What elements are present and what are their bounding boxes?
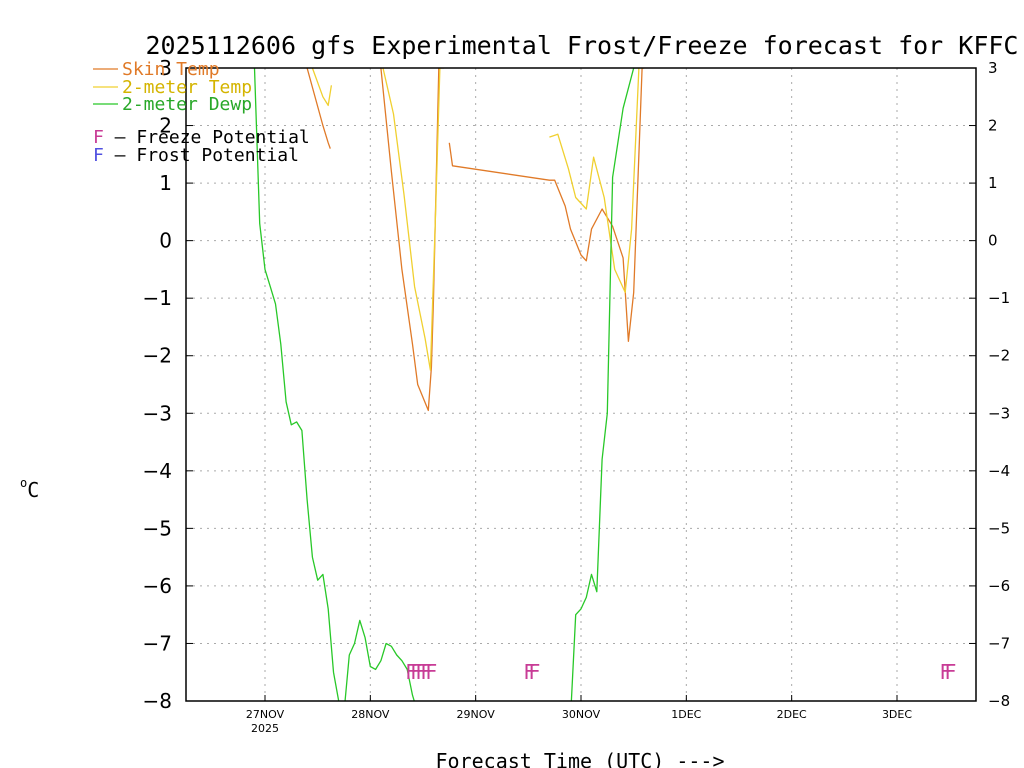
freeze-flags: FFFFF FF FF	[405, 660, 955, 684]
series-line-skin-temp	[307, 68, 330, 149]
y-tick-label-right: −7	[988, 634, 1010, 652]
y-tick-label: 0	[159, 229, 172, 253]
y-tick-label: −2	[143, 344, 172, 368]
y-axis-label-unit: C	[27, 478, 39, 502]
series-line-skin-temp	[449, 68, 644, 341]
series-lines	[255, 68, 645, 718]
y-tick-label-right: −1	[988, 289, 1010, 307]
y-tick-label: 1	[159, 171, 172, 195]
y-tick-label: −6	[143, 574, 172, 598]
y-tick-label-right: −5	[988, 519, 1010, 537]
y-tick-label-right: −6	[988, 577, 1010, 595]
legend: Skin Temp 2-meter Temp 2-meter Dewp F – …	[93, 59, 310, 166]
freeze-flag-group: FF	[523, 660, 539, 684]
y-tick-label: −5	[143, 516, 172, 540]
y-tick-label-right: −8	[988, 692, 1010, 710]
frost-freeze-chart: 2025112606 gfs Experimental Frost/Freeze…	[0, 0, 1024, 768]
x-tick-label: 1DEC	[671, 708, 701, 721]
x-tick-label: 3DEC	[882, 708, 912, 721]
y-tick-label: −1	[143, 286, 172, 310]
y-tick-label-right: 2	[988, 117, 998, 135]
x-tick-label: 29NOV	[457, 708, 496, 721]
series-line-2-meter-dewp	[571, 68, 639, 718]
freeze-flag-group: FFFFF	[405, 660, 436, 684]
x-tick-label: 30NOV	[562, 708, 601, 721]
y-tick-label: −7	[143, 631, 172, 655]
y-tick-label-right: −4	[988, 462, 1010, 480]
y-tick-label: −4	[143, 459, 172, 483]
y-tick-label: −3	[143, 401, 172, 425]
x-tick-label: 27NOV	[246, 708, 285, 721]
freeze-flag-group: FF	[939, 660, 955, 684]
y-tick-label-right: 3	[988, 59, 998, 77]
legend-frost-text: – Frost Potential	[104, 145, 299, 166]
series-line-2-meter-temp	[383, 68, 440, 370]
legend-frost: F – Frost Potential	[93, 145, 299, 166]
x-tick-labels: 27NOV 28NOV 29NOV 30NOV 1DEC 2DEC 3DEC	[246, 708, 912, 721]
y-tick-label: −8	[143, 689, 172, 713]
y-tick-label-right: −2	[988, 347, 1010, 365]
grid-lines	[186, 68, 976, 701]
y-tick-label-right: 1	[988, 174, 998, 192]
legend-frost-letter: F	[93, 145, 104, 166]
y-axis-label: oC	[20, 476, 39, 502]
y-tick-label-right: −3	[988, 404, 1010, 422]
legend-label-2m-dewp: 2-meter Dewp	[122, 94, 252, 115]
x-tick-label: 28NOV	[351, 708, 390, 721]
y-axis-label-degree: o	[20, 476, 27, 490]
x-axis-label: Forecast Time (UTC) --->	[436, 749, 725, 768]
x-sub-label: 2025	[251, 722, 279, 735]
chart-title: 2025112606 gfs Experimental Frost/Freeze…	[146, 31, 1019, 60]
x-tick-label: 2DEC	[777, 708, 807, 721]
y-tick-labels-right: −8 −7 −6 −5 −4 −3 −2 −1 0 1 2 3	[988, 59, 1010, 710]
series-line-2-meter-temp	[549, 68, 644, 292]
y-tick-label-right: 0	[988, 232, 998, 250]
